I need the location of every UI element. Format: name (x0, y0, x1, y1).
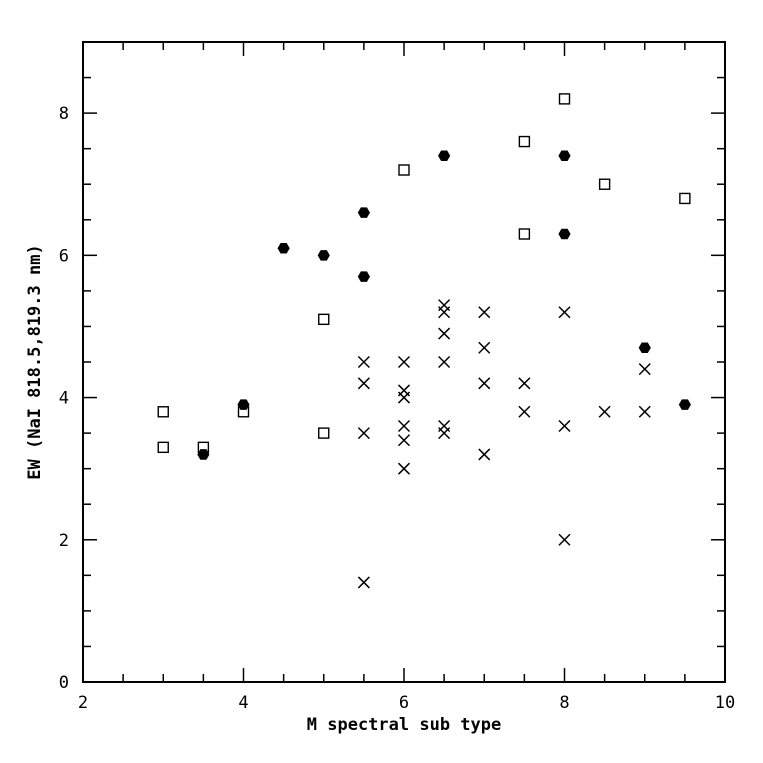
data-point-cross (357, 427, 370, 440)
data-point-cross (518, 377, 531, 390)
data-point-cross (478, 341, 491, 354)
data-point-cross (478, 448, 491, 461)
y-tick-label: 6 (59, 246, 69, 266)
data-point-filled-hexagon (317, 250, 330, 261)
data-point-cross (558, 306, 571, 319)
data-point-cross (638, 405, 651, 418)
data-point-filled-hexagon (277, 242, 290, 254)
x-tick-label: 4 (238, 693, 248, 713)
data-point-open-square (318, 427, 330, 439)
data-point-cross (357, 355, 370, 369)
data-point-open-square (398, 164, 410, 176)
data-point-open-square (157, 406, 169, 418)
data-point-filled-hexagon (558, 228, 571, 240)
data-point-open-square (157, 441, 169, 454)
x-tick-label: 10 (715, 693, 735, 713)
data-point-filled-hexagon (638, 342, 651, 354)
data-point-open-square (558, 93, 571, 105)
data-point-filled-hexagon (357, 207, 370, 218)
data-point-open-square (518, 135, 531, 148)
y-tick-label: 0 (59, 673, 69, 693)
data-point-open-square (679, 192, 691, 205)
data-point-filled-hexagon (197, 449, 210, 460)
x-tick-label: 2 (78, 693, 88, 713)
data-point-open-square (197, 441, 210, 454)
data-point-cross (397, 462, 411, 475)
axis-ticks (82, 41, 726, 683)
data-point-cross (438, 355, 451, 369)
data-point-filled-hexagon (558, 150, 571, 162)
x-axis-label: M spectral sub type (307, 715, 501, 735)
y-tick-label: 8 (59, 104, 69, 124)
data-points (157, 93, 691, 589)
data-point-open-square (237, 406, 250, 418)
data-point-cross (397, 391, 411, 404)
data-point-filled-hexagon (237, 399, 250, 410)
data-point-open-square (598, 178, 611, 190)
y-tick-label: 2 (59, 531, 69, 551)
y-axis-label: EW (NaI 818.5,819.3 nm) (25, 244, 45, 479)
data-point-cross (357, 377, 370, 390)
data-point-cross (518, 405, 531, 418)
data-point-cross (558, 533, 571, 546)
data-point-cross (397, 355, 411, 369)
data-point-open-square (518, 228, 531, 240)
data-point-open-square (318, 313, 330, 326)
data-point-cross (438, 427, 451, 440)
data-point-cross (558, 419, 571, 433)
data-point-cross (397, 434, 411, 447)
data-point-cross (357, 576, 370, 589)
data-point-cross (638, 363, 651, 376)
data-point-cross (438, 306, 451, 319)
data-point-cross (478, 306, 491, 319)
data-point-cross (438, 327, 451, 340)
data-point-cross (598, 405, 611, 418)
data-point-cross (478, 377, 491, 390)
data-point-filled-hexagon (438, 150, 451, 162)
data-point-cross (397, 419, 411, 433)
x-tick-label: 6 (399, 693, 409, 713)
data-point-filled-hexagon (357, 271, 370, 282)
data-point-filled-hexagon (678, 399, 691, 410)
y-tick-label: 4 (59, 389, 69, 409)
x-tick-label: 8 (559, 693, 569, 713)
